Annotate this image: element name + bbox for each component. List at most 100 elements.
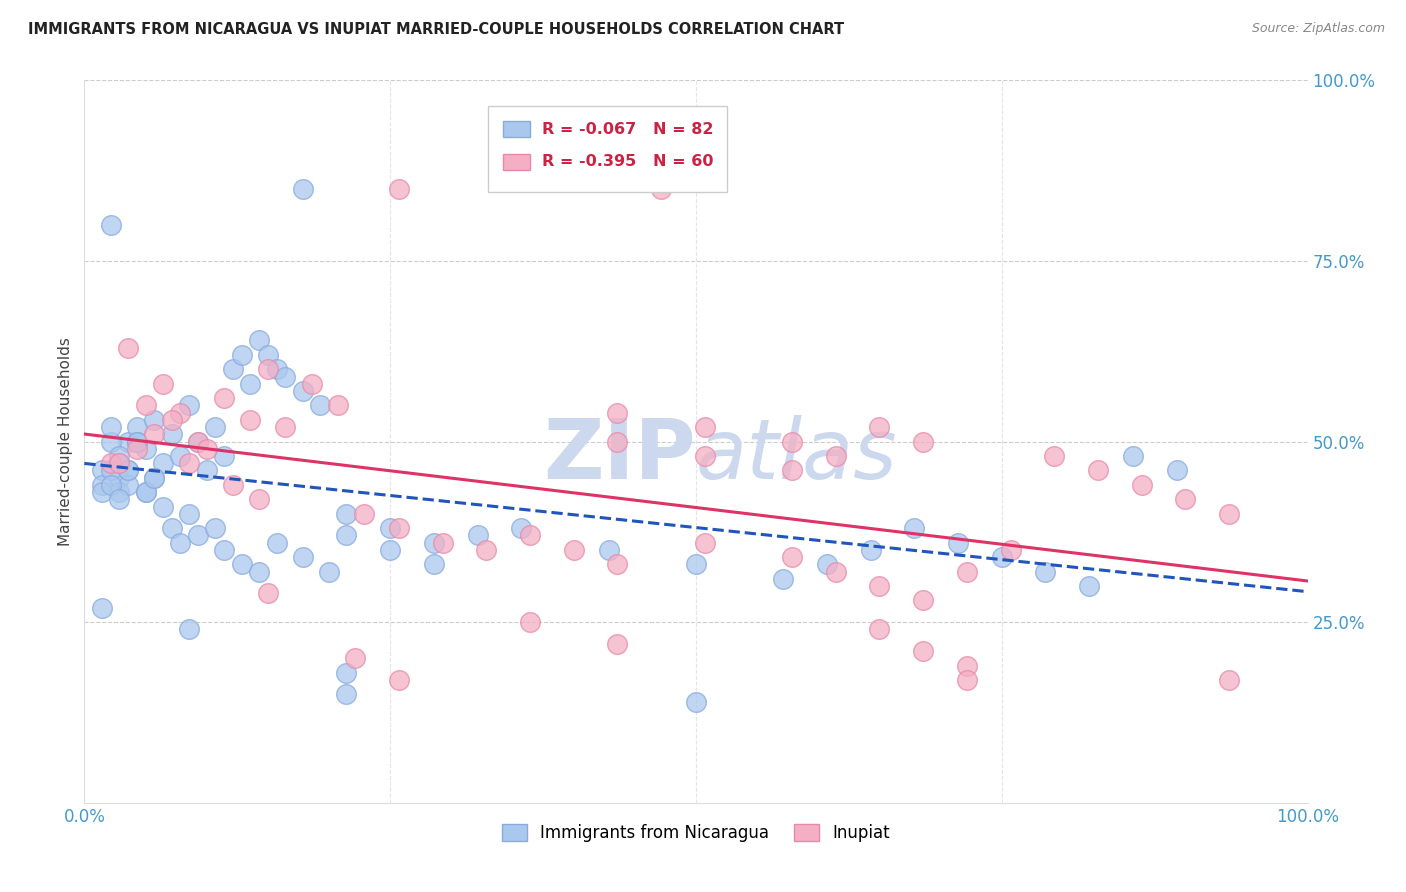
Point <box>179 456 201 470</box>
FancyBboxPatch shape <box>488 105 727 193</box>
Point <box>606 406 628 420</box>
Point <box>1122 449 1144 463</box>
Point <box>212 391 235 405</box>
Point <box>195 442 218 456</box>
Point <box>869 579 891 593</box>
Point <box>108 456 131 470</box>
Point <box>1130 478 1153 492</box>
Point <box>257 586 280 600</box>
Point <box>143 427 166 442</box>
Text: Source: ZipAtlas.com: Source: ZipAtlas.com <box>1251 22 1385 36</box>
Point <box>239 376 262 391</box>
Point <box>135 442 157 456</box>
Point <box>606 558 628 572</box>
Point <box>423 535 446 549</box>
Legend: Immigrants from Nicaragua, Inupiat: Immigrants from Nicaragua, Inupiat <box>495 817 897 848</box>
Point <box>100 434 122 449</box>
Point <box>266 362 288 376</box>
Point <box>90 485 112 500</box>
Point <box>388 673 411 687</box>
Point <box>467 528 489 542</box>
Point <box>335 528 357 542</box>
Point <box>1087 463 1109 477</box>
Point <box>1043 449 1066 463</box>
Point <box>903 521 925 535</box>
Point <box>247 334 270 348</box>
Point <box>326 398 349 412</box>
Point <box>222 362 245 376</box>
Point <box>247 492 270 507</box>
Point <box>90 600 112 615</box>
Point <box>274 369 297 384</box>
Point <box>143 470 166 484</box>
Point <box>222 478 245 492</box>
Point <box>187 528 209 542</box>
Point <box>693 535 716 549</box>
Point <box>160 427 183 442</box>
Point <box>606 637 628 651</box>
Point <box>195 463 218 477</box>
Point <box>100 463 122 477</box>
Point <box>117 341 139 355</box>
Text: R = -0.067: R = -0.067 <box>541 122 636 136</box>
Point <box>125 442 148 456</box>
Point <box>100 478 122 492</box>
Point <box>475 542 498 557</box>
Point <box>152 456 174 470</box>
Point <box>143 413 166 427</box>
Point <box>231 558 253 572</box>
Point <box>135 485 157 500</box>
Point <box>90 463 112 477</box>
Point <box>685 558 707 572</box>
Point <box>231 348 253 362</box>
Point <box>239 413 262 427</box>
Point <box>291 384 314 398</box>
Point <box>257 348 280 362</box>
Point <box>117 463 139 477</box>
Point <box>108 449 131 463</box>
Point <box>266 535 288 549</box>
Point <box>991 550 1014 565</box>
Point <box>956 673 979 687</box>
Point <box>291 182 314 196</box>
Point <box>1174 492 1197 507</box>
Point <box>859 542 882 557</box>
Point <box>1000 542 1022 557</box>
Point <box>160 521 183 535</box>
Point <box>100 420 122 434</box>
Point <box>187 434 209 449</box>
Point <box>380 542 402 557</box>
Point <box>650 182 672 196</box>
Point <box>169 535 191 549</box>
FancyBboxPatch shape <box>503 121 530 137</box>
Point <box>869 623 891 637</box>
Point <box>772 572 794 586</box>
Point <box>108 470 131 484</box>
Point <box>815 558 838 572</box>
Point <box>152 376 174 391</box>
Point <box>1218 507 1240 521</box>
Point <box>125 420 148 434</box>
Point <box>423 558 446 572</box>
Point <box>117 434 139 449</box>
Point <box>519 615 541 630</box>
Point <box>117 478 139 492</box>
Point <box>353 507 375 521</box>
Point <box>318 565 340 579</box>
Point <box>598 542 620 557</box>
Point <box>160 413 183 427</box>
Point <box>169 406 191 420</box>
Point <box>562 542 585 557</box>
Point <box>869 420 891 434</box>
Point <box>388 182 411 196</box>
Y-axis label: Married-couple Households: Married-couple Households <box>58 337 73 546</box>
Text: atlas: atlas <box>696 416 897 497</box>
Point <box>108 456 131 470</box>
Point <box>125 434 148 449</box>
Text: N = 60: N = 60 <box>654 154 714 169</box>
Point <box>90 478 112 492</box>
FancyBboxPatch shape <box>503 154 530 169</box>
Point <box>1035 565 1057 579</box>
Point <box>179 623 201 637</box>
Point <box>693 420 716 434</box>
